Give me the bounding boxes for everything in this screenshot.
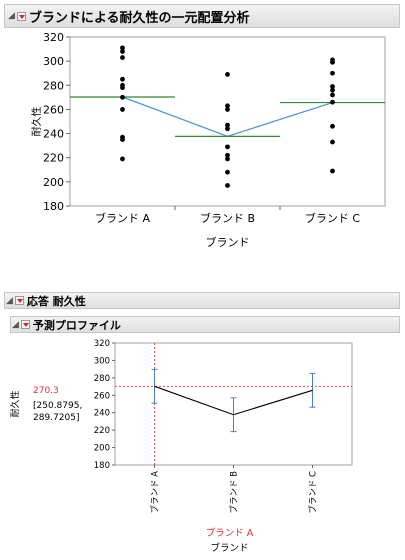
- y-tick-label: 320: [43, 31, 64, 44]
- prediction-profiler-header[interactable]: ◢ 予測プロファイル: [10, 316, 400, 333]
- x-axis-label: ブランド: [206, 235, 250, 249]
- profile-line: [154, 385, 313, 416]
- data-point: [225, 169, 230, 175]
- y-tick-label: 300: [43, 55, 64, 68]
- current-level-label: ブランド A: [206, 527, 254, 539]
- y-tick-label: 200: [43, 176, 64, 189]
- data-point: [330, 87, 335, 93]
- response-header[interactable]: ◢ 応答 耐久性: [4, 292, 400, 309]
- y-tick-label: 260: [43, 103, 64, 116]
- current-confidence-interval: [250.8795, 289.7205]: [33, 401, 82, 423]
- x-tick-label: ブランド B: [200, 211, 255, 225]
- prediction-profiler-title: 予測プロファイル: [32, 318, 121, 332]
- data-point: [120, 107, 125, 112]
- data-point: [330, 168, 335, 174]
- data-point: [120, 137, 125, 143]
- plot-frame: [69, 36, 386, 207]
- data-point: [225, 126, 230, 132]
- response-title: 応答 耐久性: [26, 294, 86, 308]
- y-tick-label: 300: [94, 356, 110, 366]
- data-point: [120, 49, 125, 54]
- data-point: [225, 144, 230, 150]
- x-tick-label: ブランド C: [305, 211, 360, 225]
- current-predicted-value: 270.3: [33, 386, 59, 396]
- data-point: [330, 123, 335, 129]
- red-triangle-menu-icon[interactable]: [16, 11, 26, 21]
- data-point: [330, 84, 335, 89]
- y-axis-label: 耐久性: [30, 107, 43, 137]
- ci-line: 289.7205]: [33, 413, 79, 423]
- data-point: [225, 103, 230, 109]
- profiler-chart: 180 200 220 240 260 280 300 320 ブランド A ブランド B ブランド…: [9, 339, 353, 554]
- data-point: [225, 152, 230, 158]
- data-point: [330, 70, 335, 76]
- disclosure-triangle-icon[interactable]: ◢: [6, 295, 13, 306]
- x-tick-label: ブランド A: [95, 211, 150, 225]
- data-point: [120, 94, 125, 100]
- x-tick-label: ブランド B: [229, 471, 240, 514]
- data-point: [120, 85, 125, 91]
- y-tick-label: 180: [94, 461, 110, 471]
- data-point: [225, 156, 230, 162]
- data-point: [330, 59, 335, 65]
- data-point: [120, 45, 125, 51]
- y-tick-label: 220: [43, 152, 64, 165]
- x-tick-label: ブランド C: [308, 471, 319, 514]
- oneway-analysis-header[interactable]: ◢ ブランドによる耐久性の一元配置分析: [4, 4, 400, 28]
- red-triangle-menu-icon[interactable]: [14, 296, 24, 305]
- data-point: [330, 99, 335, 105]
- data-point: [225, 107, 230, 112]
- y-tick-label: 280: [43, 79, 64, 92]
- y-tick-label: 220: [94, 426, 110, 436]
- data-point: [225, 183, 230, 188]
- y-tick-label: 240: [94, 409, 110, 419]
- x-axis-label: ブランド: [210, 542, 248, 554]
- y-tick-label: 240: [43, 128, 64, 141]
- y-tick-label: 200: [94, 444, 110, 454]
- data-point: [120, 76, 125, 82]
- red-triangle-menu-icon[interactable]: [20, 320, 30, 329]
- x-tick-label: ブランド A: [150, 471, 161, 514]
- oneway-chart: 180 200 220 240 260 280 300 320 ブランド A ブランド B ブランド…: [30, 31, 386, 249]
- data-point: [120, 156, 125, 162]
- oneway-analysis-title: ブランドによる耐久性の一元配置分析: [28, 10, 250, 26]
- data-point: [120, 55, 125, 60]
- data-point: [330, 139, 335, 145]
- disclosure-triangle-icon[interactable]: ◢: [12, 319, 19, 330]
- y-tick-label: 280: [94, 374, 110, 384]
- data-point: [330, 92, 335, 98]
- data-point: [225, 122, 230, 128]
- ci-line: [250.8795,: [33, 401, 82, 411]
- y-tick-label: 260: [94, 391, 110, 401]
- y-tick-label: 320: [94, 339, 110, 349]
- y-tick-label: 180: [43, 200, 64, 213]
- data-point: [225, 72, 230, 77]
- y-axis-label: 耐久性: [9, 390, 21, 417]
- disclosure-triangle-icon[interactable]: ◢: [8, 11, 15, 21]
